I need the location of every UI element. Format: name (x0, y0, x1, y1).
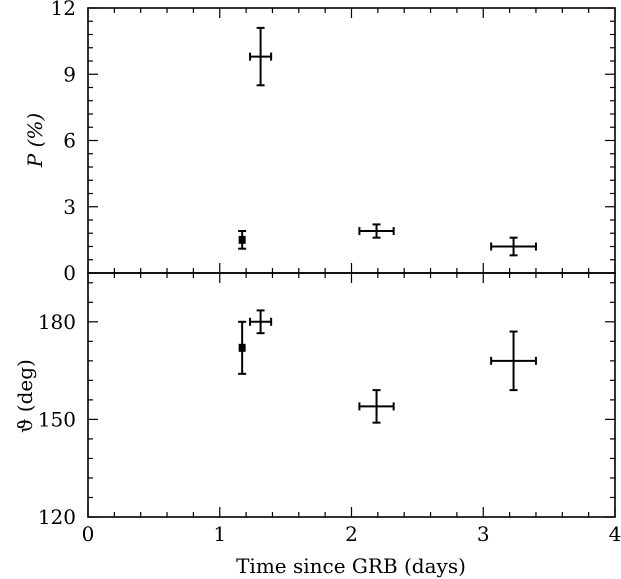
bottom-y-axis-label: ϑ (deg) (13, 359, 37, 433)
bottom-plot-frame (87, 272, 616, 518)
x-tick-label: 2 (345, 522, 358, 546)
top-y-tick-label: 3 (63, 195, 76, 219)
top-ticks (87, 7, 616, 274)
bottom-y-tick-label: 150 (38, 407, 76, 431)
bottom-data-points (238, 309, 537, 424)
data-point (358, 389, 395, 424)
x-axis-label: Time since GRB (days) (236, 554, 466, 578)
data-point (490, 330, 537, 392)
x-tick-label: 3 (477, 522, 490, 546)
bottom-tick-labels: 120 150 180 0 1 2 3 4 (38, 310, 621, 546)
bottom-y-tick-label: 180 (38, 310, 76, 334)
x-tick-label: 0 (82, 522, 95, 546)
data-point (490, 236, 537, 257)
top-panel: 0 3 6 9 12 P (%) (23, 0, 616, 285)
top-y-tick-label: 12 (51, 0, 76, 20)
x-tick-label: 4 (609, 522, 621, 546)
bottom-y-tick-label: 120 (38, 505, 76, 529)
top-data-points (238, 26, 537, 257)
top-y-tick-label: 9 (63, 62, 76, 86)
square-marker (238, 235, 246, 244)
top-y-tick-label: 6 (63, 129, 76, 153)
top-plot-frame (87, 7, 616, 274)
square-marker (238, 343, 246, 352)
data-point (249, 309, 273, 335)
data-point (249, 26, 273, 87)
top-y-axis-label: P (%) (23, 113, 47, 168)
top-y-tick-label: 0 (63, 261, 76, 285)
bottom-panel: 120 150 180 0 1 2 3 4 ϑ (deg) Time since GRB (d… (13, 272, 621, 578)
data-point (238, 230, 247, 250)
data-point (238, 320, 247, 375)
x-tick-label: 1 (213, 522, 226, 546)
data-point (358, 223, 395, 239)
bottom-ticks (87, 273, 616, 518)
top-tick-labels: 0 3 6 9 12 (51, 0, 76, 285)
